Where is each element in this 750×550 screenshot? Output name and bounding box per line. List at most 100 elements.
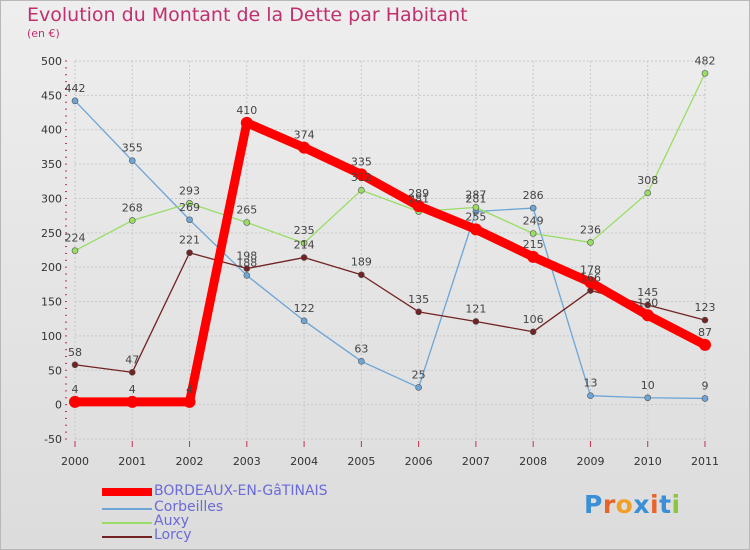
data-point [701,395,709,402]
y-tick-label: 300 [41,192,62,205]
legend-label: BORDEAUX-EN-GâTINAIS [154,483,328,499]
data-point [584,276,597,289]
data-point [186,216,193,224]
data-point [699,338,711,351]
data-label: 355 [122,142,143,155]
data-label: 198 [236,250,257,263]
data-point [412,200,425,213]
data-label: 13 [583,377,597,390]
proxiti-logo: Proxiti [584,490,681,519]
y-tick-label: 150 [41,296,62,309]
x-tick-label: 2000 [61,455,89,468]
chart-subtitle: (en €) [27,27,60,40]
data-label: 121 [465,302,486,315]
data-point [128,157,136,164]
data-point [701,70,709,77]
data-point [240,116,253,129]
legend-swatch [102,488,152,496]
data-label: 374 [294,129,315,142]
data-point [358,186,365,194]
y-tick-label: 250 [41,227,62,240]
data-point [243,272,251,279]
x-tick-label: 2011 [691,455,719,468]
data-label: 224 [65,232,86,245]
logo-letter: P [584,490,603,519]
y-tick-label: 50 [48,364,62,377]
data-label: 4 [129,383,136,396]
data-label: 189 [351,256,372,269]
x-tick-label: 2010 [634,455,662,468]
logo-letter: i [671,490,681,519]
data-point [641,309,654,322]
data-point [128,217,136,224]
logo-letter: i [650,490,660,519]
logo-letter: o [615,490,634,519]
data-point [415,308,422,316]
x-tick-label: 2008 [519,455,547,468]
data-point [126,395,139,408]
data-point [358,358,365,365]
data-point [644,189,652,197]
data-label: 410 [236,104,257,117]
data-point [183,395,196,408]
data-label: 63 [354,342,368,355]
data-label: 4 [186,383,193,396]
series-line-0 [70,118,710,407]
y-tick-label: 350 [41,158,62,171]
data-point [415,384,422,391]
data-label: 269 [179,201,200,214]
data-point [71,361,79,369]
legend-swatch [102,522,152,524]
data-label: 249 [523,215,544,228]
data-point [644,394,652,402]
y-tick-label: -50 [44,433,62,446]
data-label: 130 [637,296,658,309]
data-point [587,392,594,400]
data-label: 188 [236,256,257,269]
data-label: 214 [294,239,315,252]
data-label: 166 [580,272,601,285]
data-point [529,204,537,212]
data-label: 287 [465,188,486,201]
data-label: 221 [179,234,200,247]
chart-title: Evolution du Montant de la Dette par Hab… [27,4,468,26]
data-label: 47 [125,353,139,366]
x-tick-label: 2007 [462,455,490,468]
data-label: 255 [465,210,486,223]
data-label: 312 [351,171,372,184]
legend-label: Corbeilles [154,499,224,515]
data-label: 135 [408,293,429,306]
data-point [69,395,81,408]
logo-letter: r [602,490,616,519]
data-point [587,239,594,246]
data-label: 286 [523,189,544,202]
data-point [355,168,368,181]
data-label: 9 [702,379,709,392]
data-label: 281 [465,193,486,206]
data-label: 122 [294,302,315,315]
data-point [186,249,193,257]
data-point [701,316,709,324]
legend-swatch [102,508,152,510]
data-label: 123 [695,301,716,314]
data-point [300,254,308,261]
legend-label: Auxy [154,513,190,529]
logo-letter: x [633,490,650,519]
data-point [243,265,251,272]
y-tick-label: 100 [41,330,62,343]
data-label: 308 [637,174,658,187]
data-label: 289 [408,187,429,200]
legend-label: Lorcy [154,527,192,543]
data-point [358,271,365,279]
series-line-2 [74,72,706,252]
data-point [529,328,537,336]
data-label: 281 [408,193,429,206]
data-point [300,239,308,247]
data-label: 87 [698,326,712,339]
data-point [644,301,652,309]
legend-swatch [102,536,152,538]
data-label: 482 [695,54,716,67]
data-point [469,223,482,236]
